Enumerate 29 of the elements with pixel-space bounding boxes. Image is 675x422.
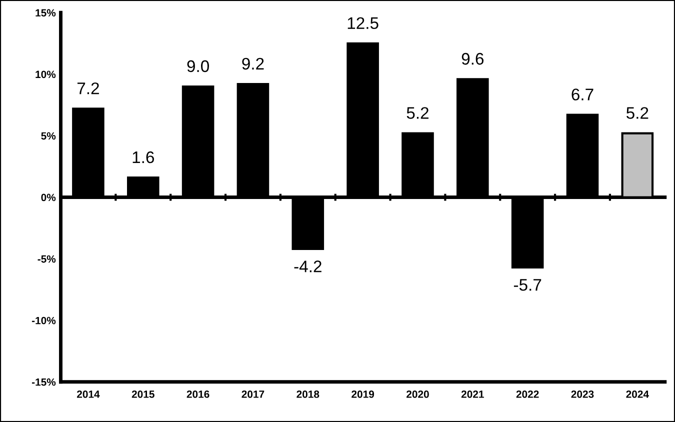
data-label: -5.7: [514, 279, 542, 291]
data-label: 9.6: [462, 52, 484, 65]
data-label: 9.0: [187, 60, 209, 72]
y-tick-label: 0%: [41, 194, 56, 202]
data-label: 12.5: [348, 17, 378, 30]
y-tick-label: -10%: [32, 316, 56, 324]
y-tick-label: -5%: [38, 255, 56, 263]
data-label: -4.2: [294, 260, 322, 272]
x-tick-label: 2016: [186, 390, 210, 398]
data-label: 5.2: [626, 107, 648, 119]
x-tick-label: 2019: [352, 390, 374, 398]
x-tick-label: 2015: [132, 390, 154, 398]
x-tick-label: 2020: [406, 390, 429, 398]
data-label: 6.7: [572, 88, 594, 100]
y-tick-label: -15%: [32, 378, 56, 386]
data-label: 5.2: [406, 107, 428, 119]
x-tick-label: 2018: [296, 390, 320, 398]
x-tick-label: 2022: [516, 390, 539, 398]
x-tick-label: 2021: [461, 390, 484, 398]
data-label: 1.6: [132, 151, 154, 164]
data-label: 7.2: [77, 82, 99, 94]
data-label: 9.2: [242, 58, 264, 70]
y-tick-label: 5%: [41, 132, 56, 140]
x-tick-label: 2024: [626, 390, 649, 398]
y-tick-label: 15%: [36, 9, 56, 17]
x-tick-label: 2017: [242, 390, 264, 398]
x-tick-label: 2014: [76, 390, 100, 398]
x-tick-label: 2023: [571, 390, 594, 398]
y-tick-label: 10%: [36, 70, 56, 78]
